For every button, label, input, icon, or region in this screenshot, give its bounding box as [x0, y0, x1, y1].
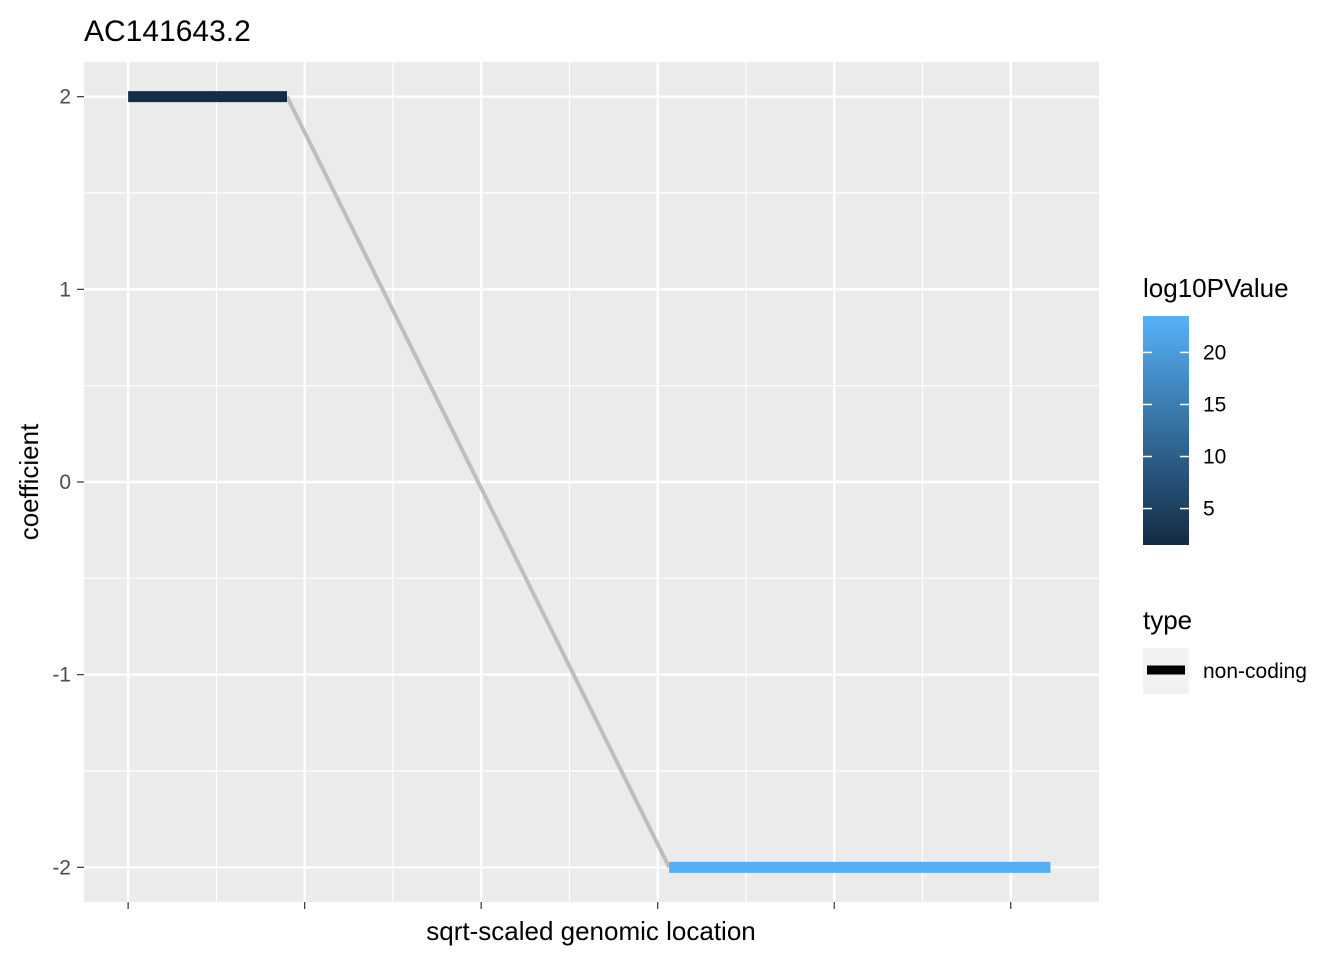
colorbar-tick-label: 20	[1203, 341, 1226, 364]
legend-type: type non-coding	[1143, 605, 1307, 694]
major-gridlines	[84, 62, 1099, 902]
legend-color-title: log10PValue	[1143, 273, 1289, 303]
colorbar	[1143, 316, 1189, 545]
y-tick-label: -2	[52, 856, 71, 879]
x-axis-ticks	[127, 902, 1012, 909]
y-tick-label: 2	[59, 86, 71, 109]
y-axis-title: coefficient	[14, 423, 44, 540]
x-axis-title: sqrt-scaled genomic location	[426, 916, 756, 946]
coefficient-segments	[128, 91, 1051, 873]
y-axis-ticks: 2 1 0 -1 -2	[52, 86, 84, 879]
legend-type-title: type	[1143, 605, 1192, 635]
connector-lines	[285, 95, 671, 869]
connector-line	[285, 95, 671, 869]
colorbar-tick-label: 5	[1203, 498, 1215, 521]
legend-label-non-coding: non-coding	[1203, 660, 1307, 683]
y-tick-label: 0	[59, 471, 71, 494]
legend-color-scale: log10PValue 5 10 15 20	[1143, 273, 1289, 545]
y-tick-label: 1	[59, 278, 71, 301]
colorbar-tick-label: 10	[1203, 446, 1226, 469]
chart-title: AC141643.2	[84, 15, 251, 48]
colorbar-ticks: 5 10 15 20	[1143, 341, 1226, 521]
y-tick-label: -1	[52, 664, 71, 687]
colorbar-tick-label: 15	[1203, 393, 1226, 416]
